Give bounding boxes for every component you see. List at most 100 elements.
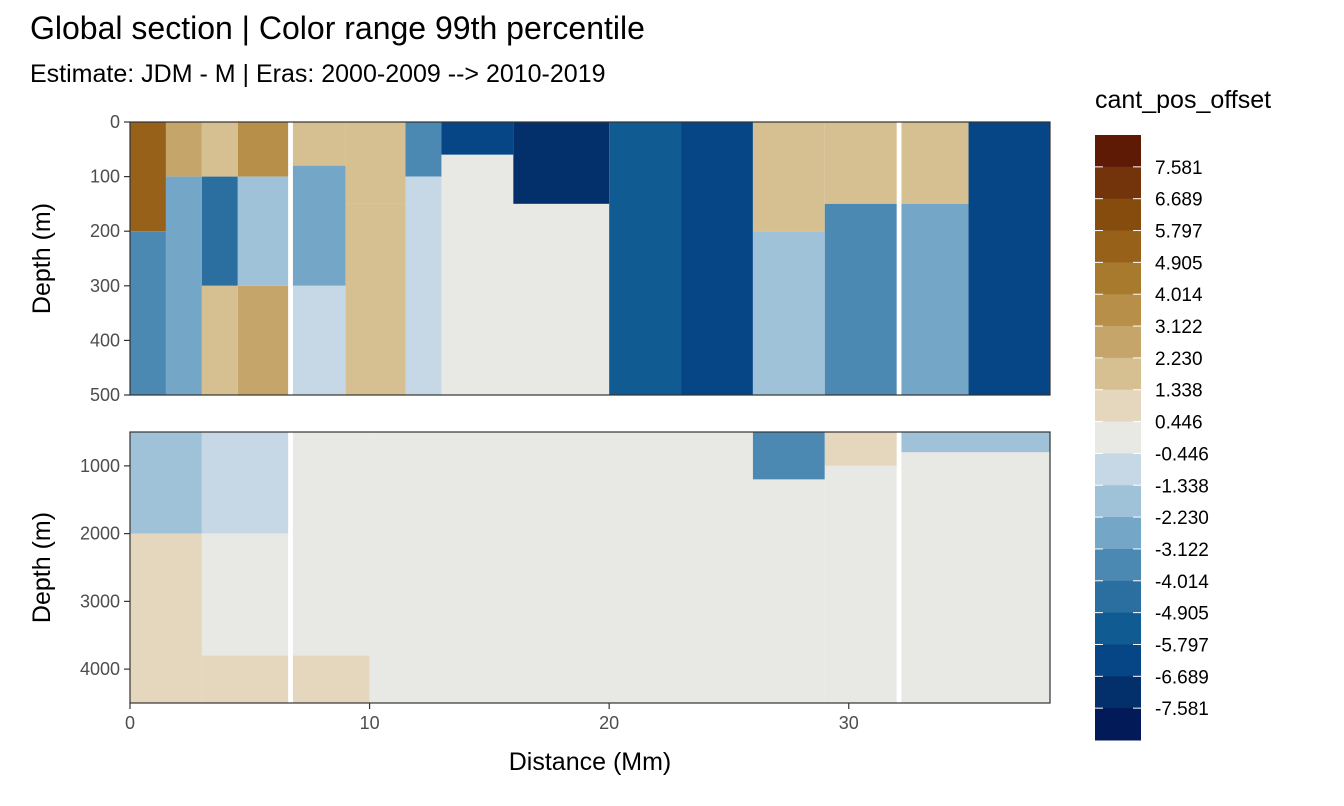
y-tick-label: 4000 xyxy=(80,659,120,679)
legend-label: -3.122 xyxy=(1155,540,1209,561)
y-tick-label: 0 xyxy=(110,112,120,132)
heatmap-cell xyxy=(681,122,753,395)
heatmap-cell xyxy=(901,432,1050,453)
heatmap-cell xyxy=(752,231,825,395)
legend-swatch xyxy=(1095,166,1141,200)
heatmap-cell xyxy=(441,122,514,155)
legend-label: -0.446 xyxy=(1155,444,1209,465)
legend-label: 4.014 xyxy=(1155,285,1203,306)
legend-swatch xyxy=(1095,708,1141,741)
legend-swatch xyxy=(1095,453,1141,486)
legend-swatch xyxy=(1095,198,1141,232)
legend-label: 5.797 xyxy=(1155,222,1203,243)
legend-label: 0.446 xyxy=(1155,413,1203,434)
x-tick-label: 10 xyxy=(360,713,380,733)
y-tick-label: 400 xyxy=(90,330,120,350)
heatmap-cell xyxy=(345,122,406,204)
legend-swatch xyxy=(1095,230,1141,263)
x-tick-label: 0 xyxy=(125,713,135,733)
heatmap-cell xyxy=(345,203,406,395)
heatmap-cell xyxy=(165,176,202,395)
heatmap-cell xyxy=(201,176,238,286)
heatmap-cell xyxy=(901,122,969,204)
chart-title: Global section | Color range 99th percen… xyxy=(30,10,645,46)
heatmap-cell xyxy=(292,655,370,703)
heatmap-cell xyxy=(201,655,289,703)
heatmap-cell xyxy=(201,432,289,534)
y-tick-label: 2000 xyxy=(80,524,120,544)
heatmap-cell xyxy=(130,533,202,703)
heatmap-cell xyxy=(901,203,969,395)
heatmap-cell xyxy=(369,432,753,703)
y-tick-label: 300 xyxy=(90,276,120,296)
heatmap-cell xyxy=(292,122,346,166)
y-tick-label: 3000 xyxy=(80,591,120,611)
heatmap-cell xyxy=(405,176,442,395)
legend-swatch xyxy=(1095,135,1141,168)
heatmap-cell xyxy=(824,203,897,395)
legend-swatch xyxy=(1095,612,1141,645)
legend-title: cant_pos_offset xyxy=(1095,86,1272,114)
chart-subtitle: Estimate: JDM - M | Eras: 2000-2009 --> … xyxy=(30,60,606,88)
y-tick-label: 100 xyxy=(90,167,120,187)
legend-swatch xyxy=(1095,357,1141,391)
x-axis-title: Distance (Mm) xyxy=(509,748,672,776)
heatmap-cell xyxy=(901,452,1050,703)
panel-2: 1000 2000 3000 4000 Depth (m) xyxy=(28,431,1051,704)
heatmap-cell xyxy=(201,533,289,656)
x-tick-label: 20 xyxy=(599,713,619,733)
heatmap-cell xyxy=(130,122,166,232)
legend-label: 2.230 xyxy=(1155,349,1203,370)
panel-border xyxy=(129,431,1051,704)
heatmap-cell xyxy=(201,285,238,395)
heatmap-cell xyxy=(237,122,289,177)
legend-swatch xyxy=(1095,326,1141,359)
heatmap-cell xyxy=(968,122,1050,395)
heatmap-cell xyxy=(292,165,346,286)
legend-label: -1.338 xyxy=(1155,476,1209,497)
heatmap-cell xyxy=(513,203,610,395)
y-tick-label: 500 xyxy=(90,385,120,405)
heatmap-cell xyxy=(201,122,238,177)
heatmap-cell xyxy=(292,432,370,656)
heatmap-cell xyxy=(237,285,289,395)
heatmap-cell xyxy=(130,231,166,395)
panel-border xyxy=(129,121,1051,396)
heatmap-cell xyxy=(752,432,825,480)
heatmap-cell xyxy=(292,285,346,395)
legend-label: 3.122 xyxy=(1155,317,1203,338)
heatmap-cell xyxy=(824,432,897,466)
legend-label: -7.581 xyxy=(1155,699,1209,720)
heatmap-cell xyxy=(824,465,897,703)
y-tick-label: 200 xyxy=(90,221,120,241)
y-axis-title: Depth (m) xyxy=(28,203,56,314)
x-tick-label: 30 xyxy=(839,713,859,733)
legend-label: 4.905 xyxy=(1155,253,1203,274)
heatmap-cell xyxy=(752,479,825,703)
heatmap-cell xyxy=(237,176,289,286)
y-tick-label: 1000 xyxy=(80,456,120,476)
color-legend: 7.581 6.689 5.797 4.905 4.014 3.122 2.230 1.338… xyxy=(1095,135,1209,741)
heatmap-cell xyxy=(165,122,202,177)
legend-swatch xyxy=(1095,517,1141,550)
heatmap-cell xyxy=(405,122,442,177)
legend-label: 6.689 xyxy=(1155,190,1203,211)
legend-label: -4.905 xyxy=(1155,604,1209,625)
legend-label: 1.338 xyxy=(1155,381,1203,402)
legend-swatch xyxy=(1095,548,1141,582)
legend-label: -2.230 xyxy=(1155,508,1209,529)
heatmap-cell xyxy=(752,122,825,232)
legend-swatch xyxy=(1095,676,1141,709)
legend-swatch xyxy=(1095,294,1141,327)
heatmap-cell xyxy=(130,432,202,534)
heatmap-cell xyxy=(824,122,897,204)
legend-swatch xyxy=(1095,389,1141,423)
legend-swatch xyxy=(1095,262,1141,295)
panel-1: 0 100 200 300 400 500 Depth (m) xyxy=(28,112,1051,405)
y-axis-title: Depth (m) xyxy=(28,512,56,623)
legend-label: -4.014 xyxy=(1155,572,1209,593)
legend-label: -6.689 xyxy=(1155,667,1209,688)
legend-label: 7.581 xyxy=(1155,158,1203,179)
legend-swatch xyxy=(1095,421,1141,454)
